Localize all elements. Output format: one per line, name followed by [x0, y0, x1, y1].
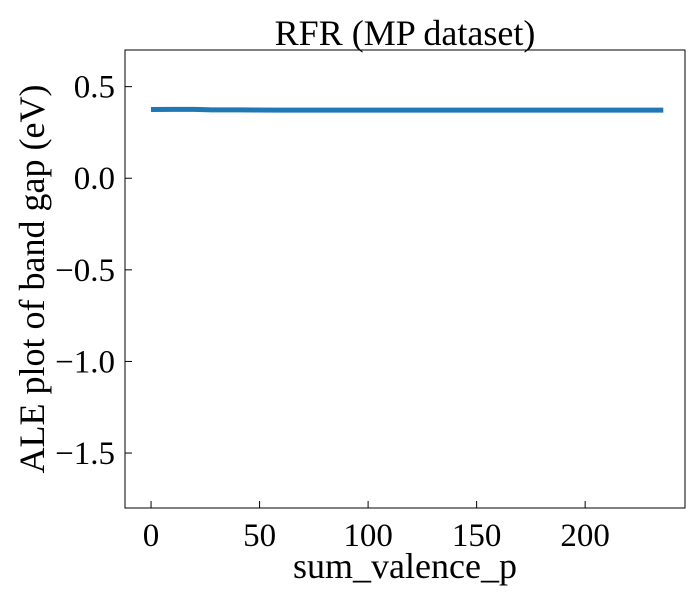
x-tick-label: 0 — [143, 518, 160, 554]
x-axis: 0 50 100 150 200 — [143, 501, 610, 554]
y-axis: 0.5 0.0 −0.5 −1.0 −1.5 — [55, 70, 132, 472]
x-tick-label: 150 — [452, 518, 502, 554]
x-tick-label: 50 — [243, 518, 276, 554]
x-tick-label: 200 — [560, 518, 610, 554]
series-layer — [150, 106, 664, 113]
x-tick-label: 100 — [343, 518, 393, 554]
x-axis-label: sum_valence_p — [293, 546, 517, 586]
y-axis-label: ALE plot of band gap (eV) — [12, 85, 52, 474]
y-tick-label: 0.5 — [74, 70, 115, 106]
y-tick-label: 0.0 — [74, 161, 115, 197]
chart-title: RFR (MP dataset) — [275, 13, 536, 53]
y-tick-label: −1.5 — [55, 436, 115, 472]
ale-series-line — [150, 106, 664, 113]
y-tick-label: −0.5 — [55, 253, 115, 289]
plot-area-frame — [124, 49, 686, 509]
y-tick-label: −1.0 — [55, 344, 115, 380]
